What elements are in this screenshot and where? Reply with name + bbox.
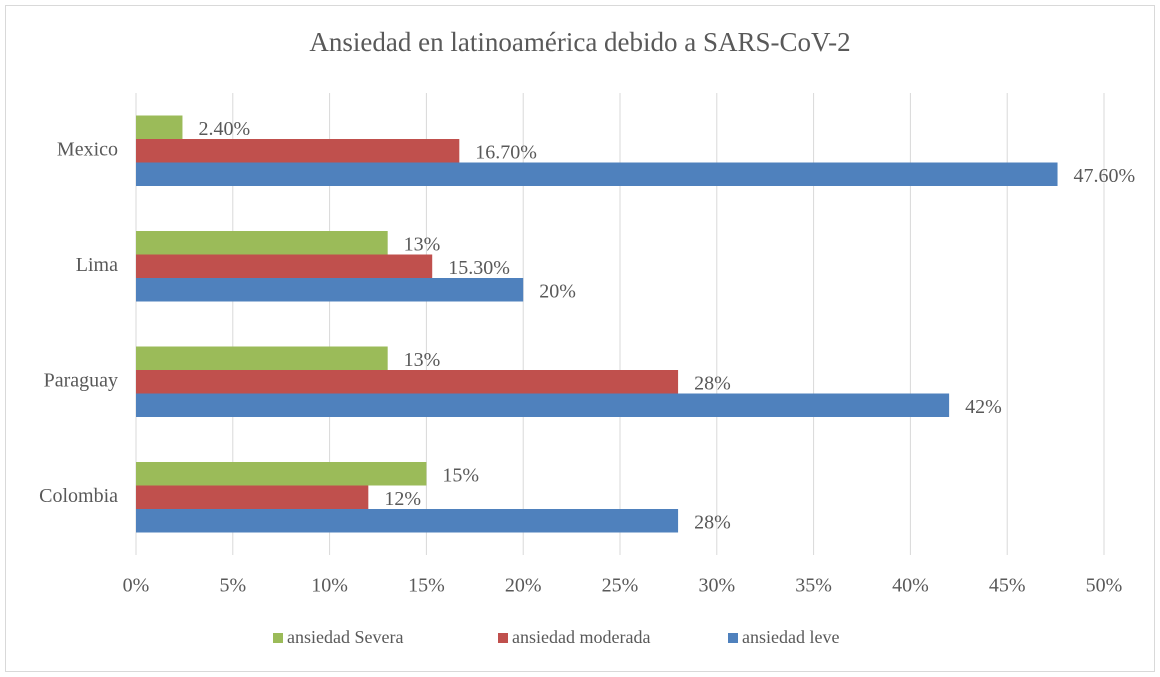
y-tick-label: Paraguay xyxy=(44,369,118,391)
x-tick-label: 25% xyxy=(602,575,639,597)
bar xyxy=(136,139,460,163)
bar xyxy=(136,254,433,278)
legend-swatch xyxy=(728,633,738,643)
legend-swatch xyxy=(498,633,508,643)
bar xyxy=(136,509,679,533)
x-tick-label: 5% xyxy=(219,575,246,597)
y-tick-label: Mexico xyxy=(57,138,118,160)
bar xyxy=(136,462,427,486)
x-tick-label: 0% xyxy=(123,575,150,597)
bar xyxy=(136,485,369,509)
chart-border xyxy=(5,5,1155,672)
legend-label: ansiedad leve xyxy=(742,627,839,647)
data-label: 28% xyxy=(694,511,731,533)
x-tick-label: 30% xyxy=(698,575,735,597)
legend-label: ansiedad moderada xyxy=(512,627,650,647)
data-label: 12% xyxy=(384,488,421,510)
bar xyxy=(136,393,950,417)
bar xyxy=(136,370,679,394)
data-label: 28% xyxy=(694,372,731,394)
data-label: 13% xyxy=(404,233,441,255)
x-tick-label: 50% xyxy=(1086,575,1123,597)
chart-title: Ansiedad en latinoamérica debido a SARS-… xyxy=(309,27,850,57)
y-tick-label: Colombia xyxy=(39,485,118,507)
data-label: 13% xyxy=(404,349,441,371)
data-label: 47.60% xyxy=(1074,165,1136,187)
x-tick-label: 15% xyxy=(408,575,445,597)
x-tick-label: 40% xyxy=(892,575,929,597)
legend-label: ansiedad Severa xyxy=(287,627,403,647)
legend-swatch xyxy=(273,633,283,643)
bar xyxy=(136,115,183,139)
x-tick-label: 45% xyxy=(989,575,1026,597)
data-label: 16.70% xyxy=(475,141,537,163)
y-tick-label: Lima xyxy=(76,254,118,276)
x-tick-label: 10% xyxy=(311,575,348,597)
data-label: 15% xyxy=(442,464,479,486)
bar xyxy=(136,231,388,255)
data-label: 20% xyxy=(539,280,576,302)
bar xyxy=(136,162,1058,186)
x-tick-label: 20% xyxy=(505,575,542,597)
data-label: 15.30% xyxy=(448,257,510,279)
bar xyxy=(136,278,524,302)
data-label: 42% xyxy=(965,396,1002,418)
data-label: 2.40% xyxy=(198,118,250,140)
x-tick-label: 35% xyxy=(795,575,832,597)
bar xyxy=(136,346,388,370)
